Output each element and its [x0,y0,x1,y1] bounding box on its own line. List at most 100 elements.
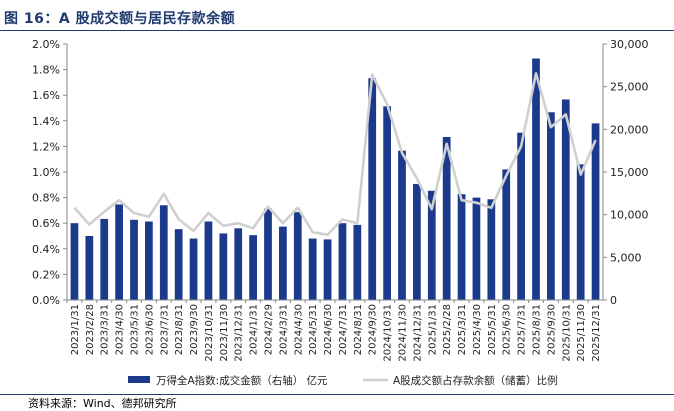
bar [368,78,377,300]
x-tick-label: 2023/3/31 [100,304,111,355]
bar [100,218,109,300]
y-right-tick-label: 10,000 [610,209,649,222]
bar [85,236,94,300]
bar [487,199,496,300]
x-tick-label: 2023/12/31 [234,304,245,362]
bar [130,219,138,300]
bar [174,229,183,300]
bar [517,132,525,300]
axes-layer: 0.0% 0.2% 0.4% 0.6% 0.8% 1.0% 1.2% 1.4% 1.6% 1.8%… [32,38,648,307]
x-tick-label: 2024/2/29 [264,304,275,355]
x-tick-label: 2024/3/31 [278,304,289,355]
bar [204,221,213,300]
y-left-tick-label: 1.2% [32,140,60,153]
x-tick-label: 2023/11/30 [219,304,230,362]
y-right-tick-label: 20,000 [610,123,649,136]
x-tick-label: 2024/4/30 [293,304,304,355]
x-tick-label: 2025/5/31 [487,304,498,355]
bar [472,197,481,300]
bar [502,169,511,300]
x-tick-label: 2025/7/31 [517,304,528,355]
line-layer [73,72,597,236]
x-tick-label: 2024/1/31 [249,304,260,355]
bar [383,106,391,300]
bar [353,224,362,300]
y-left-tick-label: 2.0% [32,38,60,51]
bar [234,228,243,300]
x-tick-label: 2024/11/30 [398,304,409,362]
bar [219,233,228,300]
x-tick-label: 2024/9/30 [368,304,379,355]
x-tick-label: 2024/12/31 [412,304,423,362]
legend-line-label: A股成交额占存款余额（储蓄）比例 [393,374,558,387]
y-left-tick-label: 1.6% [32,89,60,102]
x-tick-label: 2025/12/31 [591,304,602,362]
footer-divider [0,394,674,395]
bar [70,223,79,300]
x-tick-label: 2025/9/30 [546,304,557,355]
x-tick-label: 2023/7/31 [159,304,170,355]
x-tick-label: 2024/5/31 [308,304,319,355]
x-tick-label: 2023/5/31 [130,304,141,355]
x-tick-label: 2025/2/28 [442,304,453,355]
x-tick-label: 2025/8/31 [532,304,543,355]
bar [308,238,317,300]
legend: 万得全A指数:成交金额（右轴） 亿元 A股成交额占存款余额（储蓄）比例 [128,374,558,387]
y-left-tick-label: 1.0% [32,166,60,179]
source-note: 资料来源：Wind、德邦研究所 [28,397,177,410]
legend-bar-swatch [128,376,150,383]
x-tick-label: 2025/1/31 [427,304,438,355]
bar [159,205,168,300]
bar [145,221,153,300]
y-right-tick-label: 5,000 [610,251,642,264]
y-left-tick-label: 1.4% [32,115,60,128]
y-left-tick-label: 0.6% [32,217,60,230]
y-left-tick-label: 0.0% [32,294,60,307]
bar [442,137,451,300]
x-tick-labels: 2023/1/31 2023/2/28 2023/3/31 2023/4/30 2023… [70,304,602,362]
x-tick-label: 2023/9/30 [189,304,200,355]
y-right-tick-label: 30,000 [610,38,649,51]
x-tick-label: 2024/8/31 [353,304,364,355]
y-right-tick-label: 15,000 [610,166,649,179]
y-left-tick-label: 0.8% [32,192,60,205]
y-left-tick-label: 1.8% [32,64,60,77]
x-tick-label: 2023/4/30 [115,304,126,355]
x-tick-label: 2025/11/30 [576,304,587,362]
bars-layer [70,58,600,301]
bar [576,164,585,300]
x-tick-label: 2025/10/31 [561,304,572,362]
bar [264,208,272,300]
legend-bar-label: 万得全A指数:成交金额（右轴） 亿元 [156,374,328,387]
bar [279,226,287,300]
x-tick-label: 2023/2/28 [85,304,96,355]
bar [398,150,406,300]
bar [591,123,600,300]
y-right-tick-label: 25,000 [610,81,649,94]
figure-title: 图 16：A 股成交额与居民存款余额 [4,11,236,27]
x-tick-label: 2025/3/31 [457,304,468,355]
bar [532,58,540,300]
x-tick-label: 2023/8/31 [174,304,185,355]
bar [323,239,332,300]
x-tick-label: 2023/6/30 [144,304,155,355]
bar [427,190,436,300]
bar [413,183,421,300]
y-left-tick-label: 0.4% [32,243,60,256]
bar [457,194,466,300]
x-tick-label: 2024/10/31 [383,304,394,362]
x-tick-label: 2023/10/31 [204,304,215,362]
x-tick-label: 2024/6/30 [323,304,334,355]
bar [561,99,570,300]
x-tick-label: 2024/7/31 [338,304,349,355]
ratio-line [73,72,597,236]
bar [249,235,257,300]
y-left-tick-label: 0.2% [32,268,60,281]
x-tick-label: 2025/4/30 [472,304,483,355]
bar [293,212,302,300]
title-divider [0,30,674,31]
x-tick-label: 2023/1/31 [70,304,81,355]
y-right-tick-label: 0 [610,294,617,307]
x-tick-label: 2025/6/30 [502,304,513,355]
